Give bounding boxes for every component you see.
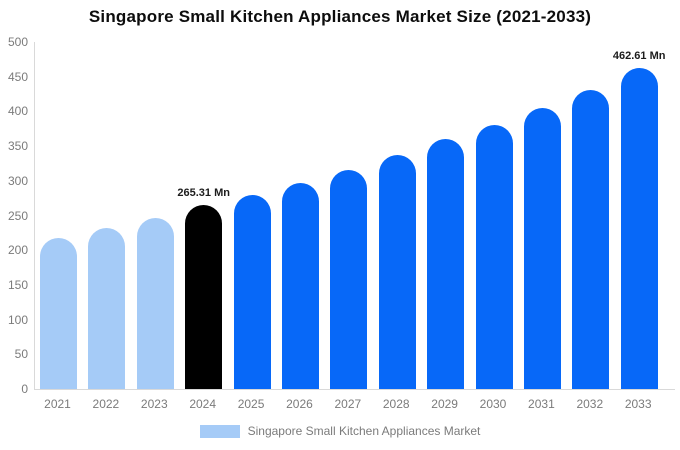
bar-slot-2032 [572, 42, 610, 389]
bar-2032 [572, 89, 610, 389]
x-tick-label-2032: 2032 [576, 397, 604, 411]
y-tick-label: 300 [7, 173, 28, 188]
bars-row: 265.31 Mn 462.61 Mn [35, 42, 675, 389]
plot-area: 265.31 Mn 462.61 Mn [34, 42, 675, 390]
bar-slot-2030 [475, 42, 513, 389]
bar-slot-2022 [88, 42, 126, 389]
x-tick-label-2029: 2029 [431, 397, 458, 411]
x-tick-label-2022: 2022 [92, 397, 120, 411]
legend-label: Singapore Small Kitchen Appliances Marke… [247, 424, 481, 438]
bar-slot-2025 [233, 42, 271, 389]
legend: Singapore Small Kitchen Appliances Marke… [0, 424, 680, 438]
y-tick-label: 450 [7, 69, 28, 84]
bar-2023 [136, 218, 174, 389]
bar-2026 [281, 182, 319, 389]
bar-slot-2027 [330, 42, 368, 389]
bar-slot-2021 [40, 42, 77, 389]
x-tick-label-2028: 2028 [382, 397, 410, 411]
bar-2028 [378, 155, 416, 389]
bar-2027 [330, 169, 368, 389]
y-tick-label: 400 [7, 104, 28, 119]
y-tick-label: 100 [7, 312, 28, 327]
legend-swatch [199, 424, 240, 438]
x-tick-label-2024: 2024 [189, 397, 217, 411]
bar-2029 [427, 139, 465, 389]
x-tick-label-2033: 2033 [624, 397, 652, 411]
y-tick-label: 350 [7, 139, 28, 154]
chart-title: Singapore Small Kitchen Appliances Marke… [88, 7, 592, 26]
bar-2033 [620, 67, 658, 389]
bar-slot-2031 [523, 42, 561, 389]
bar-2031 [523, 107, 561, 389]
data-label-2024: 265.31 Mn [177, 186, 230, 199]
bar-2024 [185, 204, 223, 389]
bar-slot-2023 [136, 42, 174, 389]
bar-slot-2033: 462.61 Mn [613, 42, 665, 389]
x-tick-label-2031: 2031 [528, 397, 555, 411]
x-tick-label-2027: 2027 [334, 397, 362, 411]
bar-2021 [40, 237, 77, 389]
y-tick-label: 500 [7, 35, 28, 49]
y-tick-label: 150 [7, 277, 28, 292]
x-tick-label-2023: 2023 [140, 397, 168, 411]
bar-2030 [475, 124, 513, 389]
x-tick-label-2030: 2030 [479, 397, 507, 411]
y-tick-label: 50 [14, 347, 28, 362]
x-tick-label-2021: 2021 [44, 397, 71, 411]
x-axis: 2021 2022 2023 2024 2025 2026 2027 2028 2029 2030… [34, 397, 674, 411]
x-tick-label-2026: 2026 [286, 397, 313, 411]
x-tick-label-2025: 2025 [237, 397, 265, 411]
bar-2022 [88, 228, 126, 389]
bar-slot-2029 [427, 42, 465, 389]
y-tick-label: 250 [7, 208, 28, 223]
data-label-2033: 462.61 Mn [612, 49, 666, 62]
y-tick-label: 0 [21, 382, 28, 396]
bar-slot-2024: 265.31 Mn [177, 42, 230, 389]
y-tick-label: 200 [7, 243, 28, 258]
bar-2025 [233, 195, 271, 389]
bar-slot-2028 [378, 42, 416, 389]
bar-slot-2026 [281, 42, 319, 389]
